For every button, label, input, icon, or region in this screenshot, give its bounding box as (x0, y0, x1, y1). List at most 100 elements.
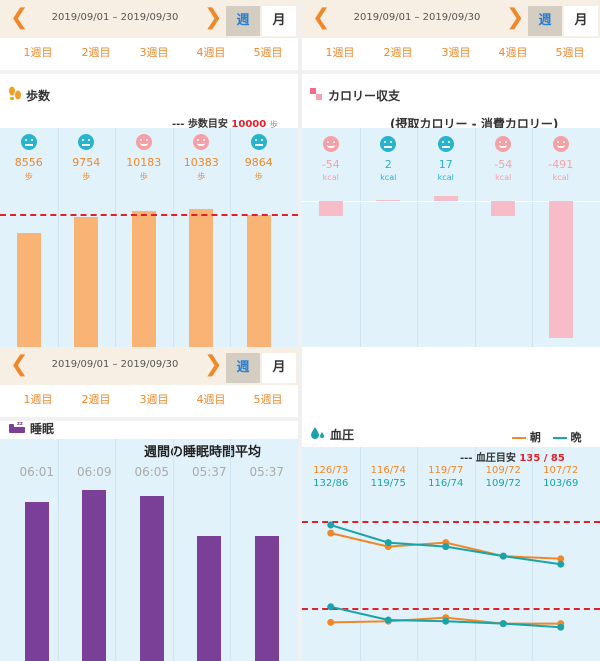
tab-month[interactable]: 月 (262, 353, 296, 383)
neutral-face-icon (20, 134, 37, 150)
tab-week[interactable]: 週 (226, 6, 260, 36)
neutral-face-icon (437, 136, 454, 152)
calorie-bar (376, 200, 401, 202)
calorie-bar (491, 201, 516, 217)
steps-goal-line (0, 213, 298, 216)
next-arrow-icon[interactable]: ❯ (204, 5, 223, 30)
steps-goal-unit: 歩 (269, 120, 278, 129)
week-label[interactable]: 5週目 (555, 46, 585, 59)
steps-value: 10183 (126, 156, 162, 169)
calories-header: カロリー収支 (310, 86, 400, 106)
steps-unit: 歩 (254, 172, 263, 181)
evening-systolic-point (327, 521, 335, 529)
evening-systolic-point (384, 539, 392, 547)
column-divider (230, 439, 231, 661)
calories-zero-line (302, 201, 600, 202)
morning-diastolic-point (327, 618, 335, 626)
week-label[interactable]: 2週目 (383, 46, 413, 59)
steps-bar (246, 215, 271, 347)
happy-face-icon (322, 136, 339, 152)
tab-week[interactable]: 週 (528, 6, 562, 36)
week-label[interactable]: 4週目 (196, 46, 226, 59)
bp-morning-value: 109/72 (485, 465, 521, 476)
sleep-chart: 週間の睡眠時間平均 06:01 06:09 06:05 05:37 05:37 (0, 439, 298, 661)
period-navbar: ❮ 2019/09/01 – 2019/09/30 ❯ 週 月 (0, 0, 298, 38)
bp-lines (327, 521, 565, 631)
week-labels: 1週目 2週目 3週目 4週目 5週目 (0, 44, 298, 64)
sleep-bar (139, 496, 164, 661)
sleep-title: 睡眠 (30, 422, 55, 436)
tab-month[interactable]: 月 (262, 6, 296, 36)
week-label[interactable]: 1週目 (23, 46, 53, 59)
evening-diastolic-point (384, 616, 392, 624)
column-divider (417, 447, 418, 661)
week-label[interactable]: 5週目 (253, 46, 283, 59)
steps-bar (189, 208, 214, 347)
sleep-bar (254, 536, 279, 661)
week-label[interactable]: 5週目 (253, 393, 283, 406)
bp-goal-label: --- 血圧目安 (460, 453, 516, 464)
week-label[interactable]: 3週目 (441, 46, 471, 59)
steps-goal-legend: --- 歩数目安 10000 歩 (172, 115, 278, 130)
blood-drop-icon (310, 425, 326, 444)
happy-face-icon (552, 136, 569, 152)
prev-arrow-icon[interactable]: ❮ (312, 5, 331, 30)
calorie-bar (548, 201, 573, 339)
week-label[interactable]: 3週目 (139, 46, 169, 59)
column-divider (230, 128, 231, 347)
week-label[interactable]: 2週目 (81, 393, 111, 406)
sleep-panel: ❮ 2019/09/01 – 2019/09/30 ❯ 週 月 1週目 2週目 … (0, 347, 298, 661)
bp-goal-value: 135 / 85 (519, 453, 565, 464)
sleep-bar (82, 490, 107, 661)
week-label[interactable]: 1週目 (23, 393, 53, 406)
prev-arrow-icon[interactable]: ❮ (10, 5, 29, 30)
week-label[interactable]: 3週目 (139, 393, 169, 406)
week-labels: 1週目 2週目 3週目 4週目 5週目 (302, 44, 600, 64)
panel-divider (298, 0, 302, 661)
date-range: 2019/09/01 – 2019/09/30 (353, 12, 481, 23)
section-separator (302, 70, 600, 74)
bp-evening-value: 116/74 (428, 478, 464, 489)
week-label[interactable]: 4週目 (196, 393, 226, 406)
steps-title: 歩数 (26, 89, 51, 103)
steps-bar (74, 216, 99, 347)
steps-goal-label: --- 歩数目安 (172, 119, 228, 130)
column-divider (172, 439, 174, 661)
period-navbar: ❮ 2019/09/01 – 2019/09/30 ❯ 週 月 (0, 347, 298, 385)
column-divider (115, 128, 116, 347)
bp-evening-value: 132/86 (313, 478, 349, 489)
bp-header: 血圧 (310, 425, 354, 445)
prev-arrow-icon[interactable]: ❮ (10, 352, 29, 377)
week-label[interactable]: 4週目 (498, 46, 528, 59)
calorie-unit: kcal (552, 173, 569, 182)
column-divider (57, 439, 59, 661)
calorie-unit: kcal (322, 173, 339, 182)
sleep-icon: zz (8, 419, 26, 438)
footprints-icon (8, 86, 22, 105)
calories-panel: ❮ 2019/09/01 – 2019/09/30 ❯ 週 月 1週目 2週目 … (302, 0, 600, 347)
week-label[interactable]: 2週目 (81, 46, 111, 59)
neutral-face-icon (78, 134, 95, 150)
evening-diastolic-point (442, 617, 450, 625)
week-label[interactable]: 1週目 (325, 46, 355, 59)
morning-systolic-point (557, 555, 565, 563)
tab-week[interactable]: 週 (226, 353, 260, 383)
calorie-value: -491 (548, 158, 574, 171)
evening-legend-swatch (552, 437, 567, 439)
sleep-value: 05:37 (249, 465, 285, 479)
sleep-bar (197, 536, 222, 661)
steps-goal-value: 10000 (231, 119, 267, 130)
bp-morning-value: 107/72 (543, 465, 579, 476)
steps-bar (131, 211, 156, 347)
bp-evening-value: 103/69 (543, 478, 579, 489)
steps-unit: 歩 (197, 172, 206, 181)
evening-systolic-point (557, 560, 565, 568)
calorie-unit: kcal (380, 173, 397, 182)
next-arrow-icon[interactable]: ❯ (506, 5, 525, 30)
next-arrow-icon[interactable]: ❯ (204, 352, 223, 377)
tab-month[interactable]: 月 (564, 6, 598, 36)
week-labels: 1週目 2週目 3週目 4週目 5週目 (0, 391, 298, 411)
bp-diastolic-goal-line (302, 608, 600, 610)
steps-value: 10383 (183, 156, 219, 169)
evening-diastolic-point (499, 620, 507, 628)
